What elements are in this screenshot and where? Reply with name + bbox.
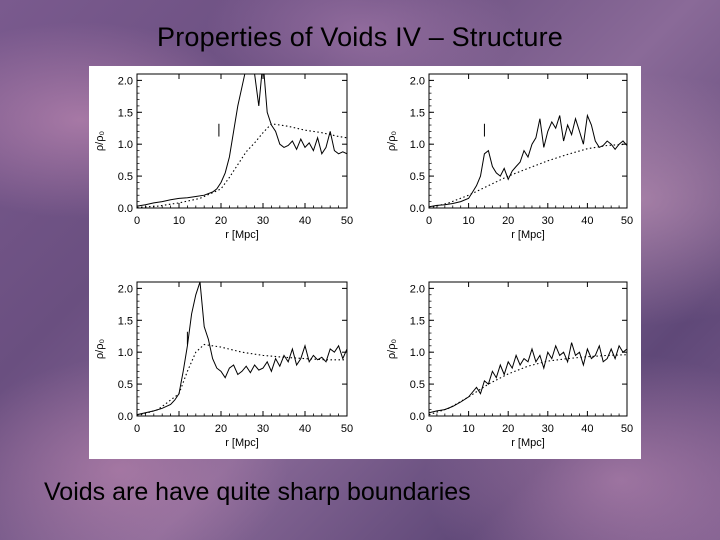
x-tick-label: 10 (462, 423, 474, 435)
y-axis-label: ρ/ρ₀ (386, 339, 398, 359)
plot-2: 0 10 20 30 40 50 0.0 0.5 1.0 1.5 2.0 r [Mpc] ρ/ρ₀ (386, 73, 633, 241)
plot-frame (428, 73, 628, 209)
solid-series-line (429, 342, 627, 414)
dotted-series-line (429, 143, 627, 208)
plot-frame (136, 73, 348, 209)
solid-series-line (429, 113, 627, 208)
x-tick-label: 30 (542, 215, 554, 227)
x-tick-label: 10 (173, 423, 185, 435)
y-axis-label: ρ/ρ₀ (386, 131, 398, 151)
x-tick-label: 20 (215, 423, 227, 435)
x-tick-label: 20 (502, 423, 514, 435)
x-tick-label: 0 (134, 423, 140, 435)
y-tick-label: 0.5 (118, 171, 133, 183)
x-tick-label: 50 (621, 423, 633, 435)
x-tick-label: 30 (257, 423, 269, 435)
y-tick-label: 0.5 (118, 379, 133, 391)
x-tick-label: 10 (462, 215, 474, 227)
y-tick-label: 1.0 (410, 347, 425, 359)
slide-title: Properties of Voids IV – Structure (157, 22, 563, 52)
solid-series-line (137, 74, 347, 207)
y-tick-label: 0.0 (410, 203, 425, 215)
x-axis-label: r [Mpc] (511, 437, 545, 449)
x-axis-label: r [Mpc] (511, 229, 545, 241)
y-tick-label: 1.5 (410, 315, 425, 327)
dotted-series-line (137, 343, 347, 416)
y-tick-label: 1.0 (118, 347, 133, 359)
x-tick-label: 50 (621, 215, 633, 227)
y-tick-label: 2.0 (118, 283, 133, 295)
x-tick-label: 0 (426, 423, 432, 435)
slide-caption: Voids are have quite sharp boundaries (44, 478, 471, 506)
y-tick-label: 1.0 (118, 139, 133, 151)
y-tick-label: 2.0 (410, 75, 425, 87)
x-tick-label: 40 (299, 423, 311, 435)
x-axis-label: r [Mpc] (225, 229, 259, 241)
y-axis-label: ρ/ρ₀ (94, 131, 106, 151)
x-tick-label: 40 (581, 423, 593, 435)
solid-series-line (137, 282, 347, 416)
x-tick-label: 30 (542, 423, 554, 435)
y-tick-label: 1.5 (118, 315, 133, 327)
plot-frame (136, 281, 348, 417)
dotted-series-line (429, 354, 627, 416)
plot-1: 0 10 20 30 40 50 0.0 0.5 1.0 1.5 2.0 r [Mpc] ρ/ρ₀ (94, 73, 353, 241)
x-tick-label: 50 (341, 215, 353, 227)
x-tick-label: 20 (502, 215, 514, 227)
plot-frame (428, 281, 628, 417)
x-tick-label: 0 (134, 215, 140, 227)
x-axis-label: r [Mpc] (225, 437, 259, 449)
y-tick-label: 2.0 (118, 75, 133, 87)
y-tick-label: 1.0 (410, 139, 425, 151)
y-tick-label: 0.5 (410, 379, 425, 391)
density-profile-figure: 0 10 20 30 40 50 0.0 0.5 1.0 1.5 2.0 r [Mpc] ρ/ρ₀ 0 10… (94, 73, 633, 449)
figure-panel: 0 10 20 30 40 50 0.0 0.5 1.0 1.5 2.0 r [Mpc] ρ/ρ₀ 0 10… (89, 66, 641, 459)
y-tick-label: 1.5 (410, 107, 425, 119)
y-tick-label: 0.0 (410, 411, 425, 423)
y-tick-label: 2.0 (410, 283, 425, 295)
x-tick-label: 10 (173, 215, 185, 227)
x-tick-label: 40 (581, 215, 593, 227)
x-tick-label: 30 (257, 215, 269, 227)
y-tick-label: 0.0 (118, 411, 133, 423)
x-tick-label: 20 (215, 215, 227, 227)
y-tick-label: 1.5 (118, 107, 133, 119)
y-tick-label: 0.0 (118, 203, 133, 215)
x-tick-label: 40 (299, 215, 311, 227)
plot-4: 0 10 20 30 40 50 0.0 0.5 1.0 1.5 2.0 r [Mpc] ρ/ρ₀ (386, 281, 633, 449)
plot-3: 0 10 20 30 40 50 0.0 0.5 1.0 1.5 2.0 r [Mpc] ρ/ρ₀ (94, 281, 353, 449)
y-tick-label: 0.5 (410, 171, 425, 183)
x-tick-label: 50 (341, 423, 353, 435)
dotted-series-line (137, 123, 347, 208)
y-axis-label: ρ/ρ₀ (94, 339, 106, 359)
x-tick-label: 0 (426, 215, 432, 227)
